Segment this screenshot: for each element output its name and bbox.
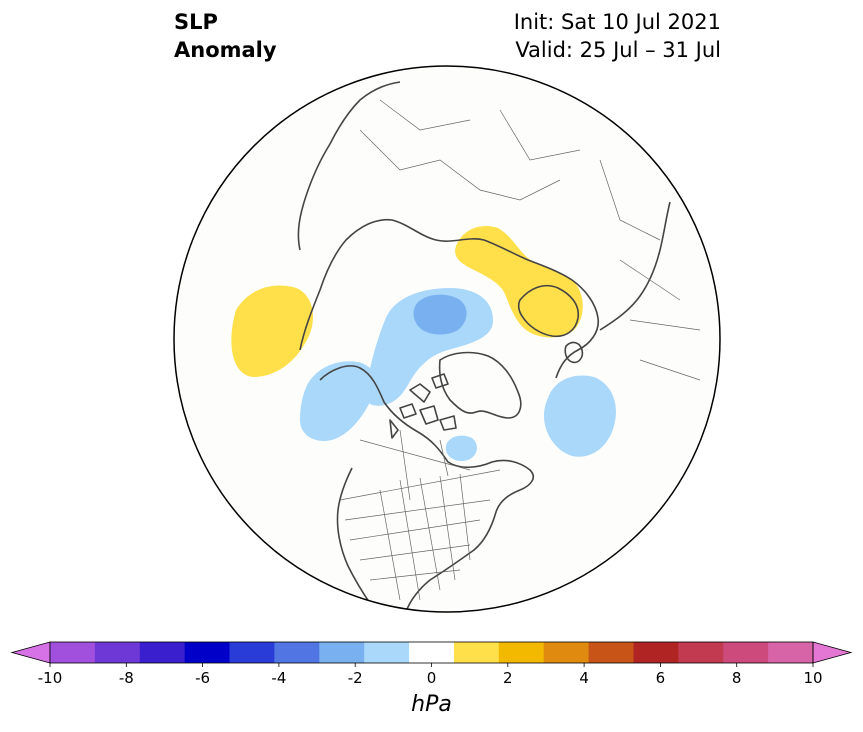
colorbar-tick-label: -2 bbox=[348, 669, 363, 687]
anomaly-arctic-core-negative bbox=[413, 294, 467, 335]
greenland-coast bbox=[438, 351, 522, 419]
colorbar-arrow-low bbox=[10, 641, 51, 664]
colorbar-segment bbox=[229, 642, 275, 663]
colorbar-segment bbox=[139, 642, 186, 663]
map-title: SLP Anomaly bbox=[174, 8, 277, 64]
colorbar-tick-label: 10 bbox=[803, 669, 822, 687]
colorbar-units: hPa bbox=[411, 692, 452, 717]
colorbar-segment bbox=[723, 642, 769, 663]
coastlines bbox=[297, 81, 671, 612]
colorbar-segment bbox=[498, 642, 545, 663]
colorbar-segment bbox=[588, 642, 634, 663]
polar-map bbox=[173, 65, 721, 613]
borders bbox=[339, 99, 701, 601]
canada-borders bbox=[359, 429, 471, 501]
colorbar-ticks: -10 -8 -6 -4 -2 0 2 4 6 8 10 bbox=[38, 663, 823, 687]
anomaly-north-pacific-positive bbox=[231, 285, 313, 377]
colorbar-segment bbox=[319, 642, 365, 663]
colorbar-segment bbox=[543, 642, 590, 663]
map-boundary bbox=[173, 65, 721, 613]
colorbar-segment bbox=[768, 642, 814, 663]
anomaly-layer bbox=[231, 226, 616, 462]
pacific-coast bbox=[336, 467, 377, 612]
title-line-2: Anomaly bbox=[174, 38, 277, 62]
colorbar-segment bbox=[50, 642, 96, 663]
canadian-archipelago bbox=[389, 373, 457, 439]
north-america-coast bbox=[319, 365, 535, 612]
anomaly-kara-positive bbox=[455, 226, 583, 338]
colorbar-segment bbox=[364, 642, 410, 663]
anomaly-atlantic-negative bbox=[544, 375, 616, 457]
colorbar-segment bbox=[453, 642, 500, 663]
valid-range: Valid: 25 Jul – 31 Jul bbox=[515, 38, 721, 62]
colorbar-tick-label: 0 bbox=[427, 669, 437, 687]
colorbar-segments bbox=[10, 641, 853, 664]
uk-coast bbox=[564, 341, 584, 364]
colorbar-tick-label: 6 bbox=[656, 669, 666, 687]
europe-coast bbox=[599, 201, 671, 331]
colorbar-arrow-high bbox=[812, 641, 853, 664]
scandinavia-coast bbox=[517, 284, 580, 338]
colorbar-tick-label: -4 bbox=[271, 669, 286, 687]
colorbar-tick-label: -10 bbox=[38, 669, 63, 687]
colorbar-tick-label: 2 bbox=[503, 669, 513, 687]
us-state-borders bbox=[339, 469, 501, 601]
colorbar-segment bbox=[409, 642, 455, 663]
anomaly-gulf-alaska-negative bbox=[300, 361, 376, 441]
init-date: Init: Sat 10 Jul 2021 bbox=[513, 10, 721, 34]
colorbar-segment bbox=[274, 642, 320, 663]
colorbar-tick-label: 4 bbox=[579, 669, 589, 687]
colorbar-tick-label: 8 bbox=[732, 669, 742, 687]
colorbar-tick-label: -6 bbox=[195, 669, 210, 687]
colorbar-segment bbox=[633, 642, 679, 663]
colorbar-segment bbox=[678, 642, 724, 663]
title-line-1: SLP bbox=[174, 10, 218, 34]
eurasia-borders bbox=[359, 99, 701, 381]
anomaly-hudson-negative bbox=[445, 435, 477, 462]
colorbar-segment bbox=[184, 642, 231, 663]
colorbar-segment bbox=[94, 642, 141, 663]
colorbar-tick-label: -8 bbox=[119, 669, 134, 687]
colorbar: -10 -8 -6 -4 -2 0 2 4 6 8 10 bbox=[10, 641, 853, 687]
eurasia-coast bbox=[299, 218, 600, 379]
siberia-coast bbox=[297, 81, 401, 251]
date-info: Init: Sat 10 Jul 2021 Valid: 25 Jul – 31… bbox=[514, 8, 721, 64]
